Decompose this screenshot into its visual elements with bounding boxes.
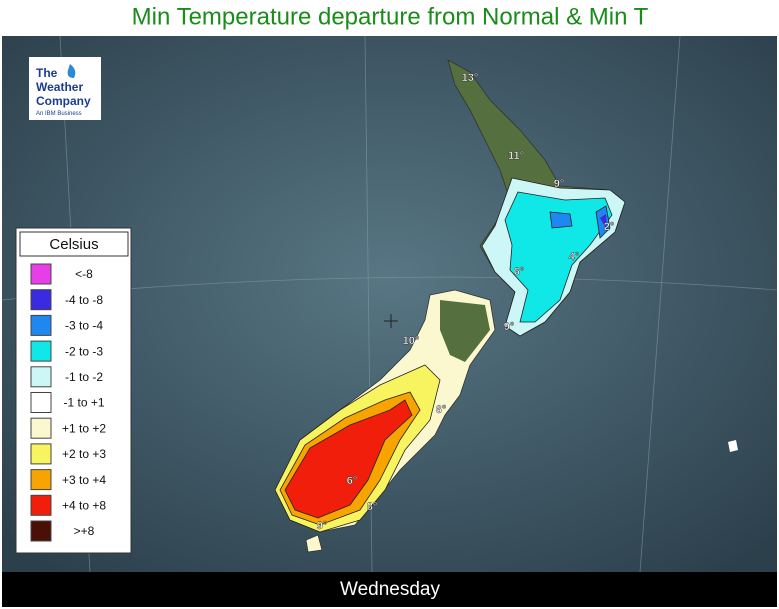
temperature-label: 9° bbox=[504, 321, 515, 333]
logo-text: Company bbox=[36, 94, 91, 108]
legend-swatch bbox=[30, 289, 52, 311]
legend-label: -4 to -8 bbox=[65, 293, 103, 307]
legend-label: +1 to +2 bbox=[62, 421, 106, 435]
legend-label: +3 to +4 bbox=[62, 473, 106, 487]
temperature-label: 13° bbox=[462, 72, 479, 84]
temperature-label: 6° bbox=[436, 404, 447, 416]
legend-title: Celsius bbox=[49, 236, 98, 253]
legend-swatch bbox=[30, 340, 52, 362]
legend-swatch bbox=[30, 366, 52, 388]
terrain bbox=[440, 300, 490, 362]
footer-bar bbox=[2, 572, 777, 607]
legend-swatch bbox=[30, 417, 52, 439]
contour bbox=[549, 205, 611, 239]
contour bbox=[600, 214, 607, 230]
temperature-label: 8° bbox=[367, 501, 378, 513]
legend-label: +4 to +8 bbox=[62, 498, 106, 512]
chatham-islands bbox=[728, 440, 738, 452]
legend-swatch bbox=[30, 469, 52, 491]
temperature-label: 2° bbox=[604, 221, 615, 233]
temperature-label: 11° bbox=[508, 150, 524, 162]
footer-day: Wednesday bbox=[340, 579, 440, 600]
legend-label: +2 to +3 bbox=[62, 447, 106, 461]
logo-text: The bbox=[36, 66, 58, 80]
legend-label: -2 to -3 bbox=[65, 344, 103, 358]
legend-swatch bbox=[30, 520, 52, 542]
logo-drop bbox=[67, 64, 76, 78]
legend-swatch bbox=[30, 263, 52, 285]
temperature-label: 9° bbox=[554, 178, 565, 190]
temperature-label: 9° bbox=[317, 520, 328, 532]
temperature-labels: 13° 11° 9° 2° 4° 6° 9° 10° 6° 6° 8° 9° bbox=[317, 72, 615, 532]
temperature-label: 10° bbox=[403, 335, 420, 347]
stewart-island bbox=[305, 534, 323, 553]
legend-label: >+8 bbox=[74, 524, 95, 538]
temperature-label: 4° bbox=[569, 251, 580, 263]
legend-swatch bbox=[30, 494, 52, 516]
legend-swatch bbox=[30, 443, 52, 465]
legend-label: -1 to -2 bbox=[65, 370, 103, 384]
legend-label: -3 to -4 bbox=[65, 319, 103, 333]
center-cross bbox=[384, 314, 398, 328]
contour bbox=[284, 399, 413, 519]
logo-box bbox=[29, 57, 101, 120]
legend-title-box bbox=[19, 231, 129, 257]
legend-label: <-8 bbox=[75, 267, 93, 281]
logo: The Weather Company An IBM Business bbox=[36, 64, 91, 117]
legend-label: -1 to +1 bbox=[63, 396, 104, 410]
logo-tagline: An IBM Business bbox=[36, 111, 82, 117]
temperature-label: 6° bbox=[347, 475, 358, 487]
legend-swatch bbox=[30, 392, 52, 413]
logo-text: Weather bbox=[36, 80, 83, 94]
temperature-label: 6° bbox=[514, 266, 525, 278]
legend-items: <-8 -4 to -8 -3 to -4 -2 to -3 -1 to -2 -1 to… bbox=[30, 263, 106, 542]
contour bbox=[504, 191, 613, 323]
title: Min Temperature departure from Normal & … bbox=[132, 3, 649, 30]
legend-swatch bbox=[30, 314, 52, 336]
